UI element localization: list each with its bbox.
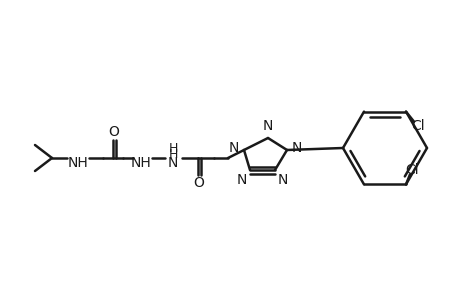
Text: Cl: Cl	[404, 164, 418, 177]
Text: N: N	[277, 173, 288, 187]
Text: N: N	[228, 141, 239, 155]
Text: Cl: Cl	[410, 118, 424, 133]
Text: H: H	[168, 142, 177, 155]
Text: NH: NH	[130, 156, 151, 170]
Text: NH: NH	[67, 156, 88, 170]
Text: N: N	[236, 173, 246, 187]
Text: H: H	[168, 148, 177, 161]
Text: O: O	[193, 176, 204, 190]
Text: N: N	[168, 156, 178, 170]
Text: O: O	[108, 125, 119, 139]
Text: N: N	[291, 141, 302, 155]
Text: N: N	[262, 119, 273, 133]
